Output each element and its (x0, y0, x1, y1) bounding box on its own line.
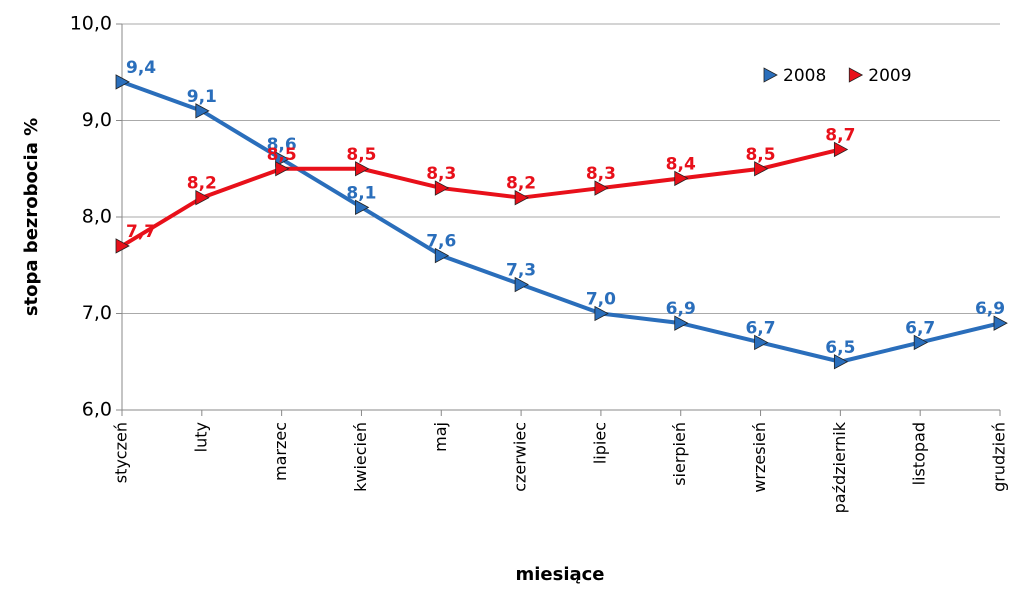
marker (195, 103, 210, 119)
value-label: 6,7 (905, 318, 935, 338)
value-label: 6,9 (975, 299, 1005, 319)
marker (514, 190, 529, 206)
x-tick-label: grudzień (990, 422, 1009, 492)
x-tick-label: czerwiec (511, 422, 530, 492)
y-axis-title: stopa bezrobocia % (21, 118, 42, 316)
marker (115, 238, 130, 254)
x-tick-label: styczeń (112, 422, 131, 483)
y-tick-label: 7,0 (82, 302, 112, 324)
marker (355, 161, 370, 177)
value-label: 8,5 (346, 145, 376, 165)
marker (275, 161, 290, 177)
value-label: 6,7 (745, 318, 775, 338)
value-label: 8,5 (745, 145, 775, 165)
y-tick-label: 8,0 (82, 206, 112, 228)
value-label: 8,1 (346, 183, 376, 203)
legend-label: 2008 (783, 66, 826, 86)
value-label: 8,6 (267, 135, 297, 155)
marker (514, 276, 529, 293)
marker (195, 190, 210, 206)
marker (913, 334, 929, 351)
value-label: 7,0 (586, 290, 616, 310)
marker (115, 74, 130, 90)
x-tick-label: październik (830, 421, 849, 513)
value-label: 7,3 (506, 261, 536, 281)
legend-marker (763, 67, 778, 83)
marker (434, 247, 450, 264)
x-tick-label: maj (431, 422, 450, 452)
x-tick-label: kwiecień (351, 422, 370, 492)
x-tick-label: lipiec (590, 422, 609, 464)
value-label: 6,5 (825, 338, 855, 358)
value-label: 8,5 (267, 145, 297, 165)
x-axis-title: miesiące (515, 564, 604, 585)
marker (594, 180, 609, 196)
legend-label: 2009 (868, 66, 911, 86)
y-tick-label: 6,0 (82, 399, 112, 421)
marker (275, 151, 290, 167)
value-label: 8,2 (506, 174, 536, 194)
value-label: 9,1 (187, 87, 217, 107)
value-label: 8,2 (187, 174, 217, 194)
y-tick-label: 9,0 (82, 109, 112, 131)
value-label: 7,6 (426, 232, 456, 252)
marker (754, 161, 769, 177)
x-tick-label: marzec (271, 422, 290, 481)
value-label: 9,4 (126, 58, 156, 78)
value-label: 8,3 (586, 164, 616, 184)
value-label: 7,7 (126, 222, 156, 242)
marker (833, 141, 849, 158)
marker (674, 315, 689, 331)
y-tick-label: 10,0 (70, 13, 112, 35)
value-label: 8,3 (426, 164, 456, 184)
marker (833, 354, 849, 370)
marker (754, 334, 769, 351)
marker (993, 315, 1008, 331)
marker (674, 170, 689, 187)
marker (434, 180, 450, 196)
series-line (121, 80, 1001, 364)
x-tick-label: luty (191, 422, 210, 452)
legend-marker (848, 67, 864, 83)
x-tick-label: wrzesień (750, 422, 769, 493)
value-label: 8,4 (666, 154, 696, 174)
x-tick-label: sierpień (670, 422, 689, 486)
marker (594, 305, 609, 322)
x-tick-label: listopad (910, 422, 929, 485)
value-label: 6,9 (666, 299, 696, 319)
series-line (120, 147, 841, 248)
value-label: 8,7 (825, 125, 855, 145)
marker (355, 199, 370, 216)
